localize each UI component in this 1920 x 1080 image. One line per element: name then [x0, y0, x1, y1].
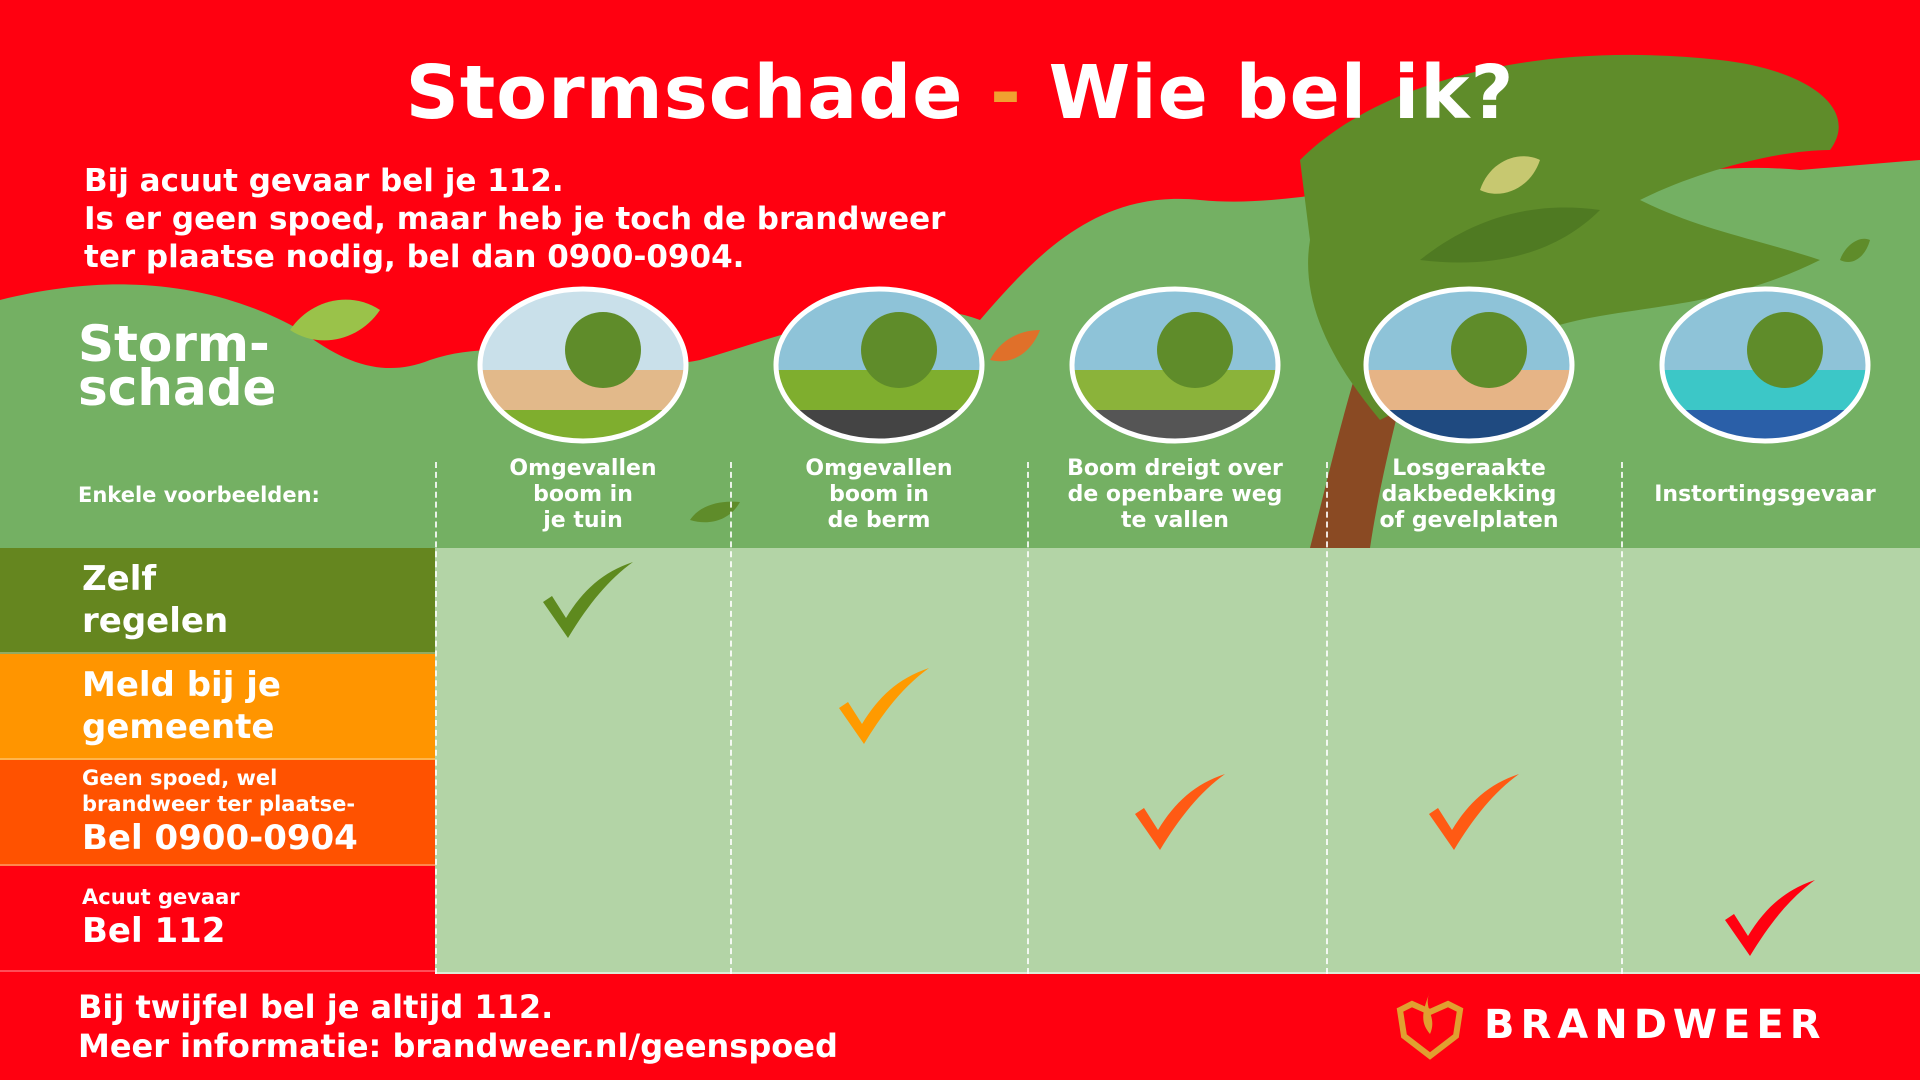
row-header-text: gemeente	[82, 707, 275, 747]
checkmark-icon	[839, 668, 929, 744]
title-part1: Stormschade	[405, 50, 964, 136]
section-title: Storm- schade	[78, 315, 277, 417]
row-header-text: Meld bij je	[82, 665, 281, 705]
column-label-line: de berm	[827, 508, 931, 533]
row-header: Zelf regelen	[0, 548, 435, 654]
checkmark-icon	[543, 562, 633, 638]
column-label-line: boom in	[533, 482, 633, 507]
row-header-text: regelen	[82, 601, 229, 641]
leaf-decoration	[990, 330, 1040, 362]
column-divider	[435, 462, 437, 974]
column-label: Losgeraakte dakbedekking of gevelplaten	[1324, 456, 1614, 534]
column-label-line: boom in	[829, 482, 929, 507]
footer-info-link[interactable]: Meer informatie: brandweer.nl/geenspoed	[78, 1027, 838, 1065]
flame-shield-icon	[1396, 992, 1464, 1060]
intro-line: ter plaatse nodig, bel dan 0900-0904.	[84, 239, 745, 275]
column-label-line: je tuin	[543, 508, 623, 533]
column-label: Instortingsgevaar	[1620, 482, 1910, 508]
intro-line: Is er geen spoed, maar heb je toch de br…	[84, 201, 946, 237]
leaf-decoration	[1840, 238, 1870, 262]
collapse-danger-icon	[1659, 286, 1871, 444]
leaf-decoration	[290, 299, 380, 341]
row-header: Meld bij je gemeente	[0, 654, 435, 760]
intro-line: Bij acuut gevaar bel je 112.	[84, 163, 564, 199]
examples-label: Enkele voorbeelden:	[78, 483, 320, 507]
checkmark-icon	[1135, 774, 1225, 850]
leaf-decoration	[1480, 156, 1540, 194]
column-label: Omgevallen boom in je tuin	[438, 456, 728, 534]
row-header-subtext: Geen spoed, wel	[82, 766, 278, 790]
column-label-line: Boom dreigt over	[1067, 456, 1283, 481]
column-label-line: dakbedekking	[1381, 482, 1557, 507]
footer-line1: Bij twijfel bel je altijd 112.	[78, 988, 554, 1026]
intro-text: Bij acuut gevaar bel je 112. Is er geen …	[84, 162, 945, 276]
column-divider	[730, 462, 732, 974]
leaf-decoration	[690, 501, 740, 523]
column-label-line: of gevelplaten	[1379, 508, 1559, 533]
table-row	[435, 866, 1920, 974]
logo-text: BRANDWEER	[1484, 1002, 1827, 1048]
row-header-text: Zelf	[82, 559, 157, 599]
column-divider	[1621, 462, 1623, 974]
column-label: Omgevallen boom in de berm	[734, 456, 1024, 534]
column-label-line: te vallen	[1121, 508, 1229, 533]
column-divider	[1027, 462, 1029, 974]
row-header: Geen spoed, wel brandweer ter plaatse- Bel…	[0, 760, 435, 866]
title-part2: Wie bel ik?	[1048, 50, 1515, 136]
row-header-subtext: Acuut gevaar	[82, 885, 240, 909]
checkmark-icon	[1429, 774, 1519, 850]
column-label-line: de openbare weg	[1067, 482, 1283, 507]
row-header-text: Bel 0900-0904	[82, 818, 358, 858]
title-separator: -	[990, 50, 1022, 136]
row-header-text: Bel 112	[82, 911, 226, 951]
column-divider	[1326, 462, 1328, 974]
page-title: Stormschade - Wie bel ik?	[0, 50, 1920, 136]
footer-text: Bij twijfel bel je altijd 112. Meer info…	[78, 988, 838, 1066]
footer	[0, 975, 1920, 1080]
row-header-subtext: brandweer ter plaatse-	[82, 792, 356, 816]
section-title-line: Storm-	[78, 315, 270, 373]
brandweer-logo: BRANDWEER	[1392, 990, 1827, 1060]
checkmark-icon	[1725, 880, 1815, 956]
column-label: Boom dreigt over de openbare weg te vallen	[1030, 456, 1320, 534]
column-label-line: Omgevallen	[805, 456, 953, 481]
column-label-line: Instortingsgevaar	[1654, 482, 1876, 507]
table-row	[435, 654, 1920, 762]
column-label-line: Omgevallen	[509, 456, 657, 481]
section-title-line: schade	[78, 359, 277, 417]
column-label-line: Losgeraakte	[1392, 456, 1546, 481]
table-row	[435, 548, 1920, 656]
row-header: Acuut gevaar Bel 112	[0, 866, 435, 972]
